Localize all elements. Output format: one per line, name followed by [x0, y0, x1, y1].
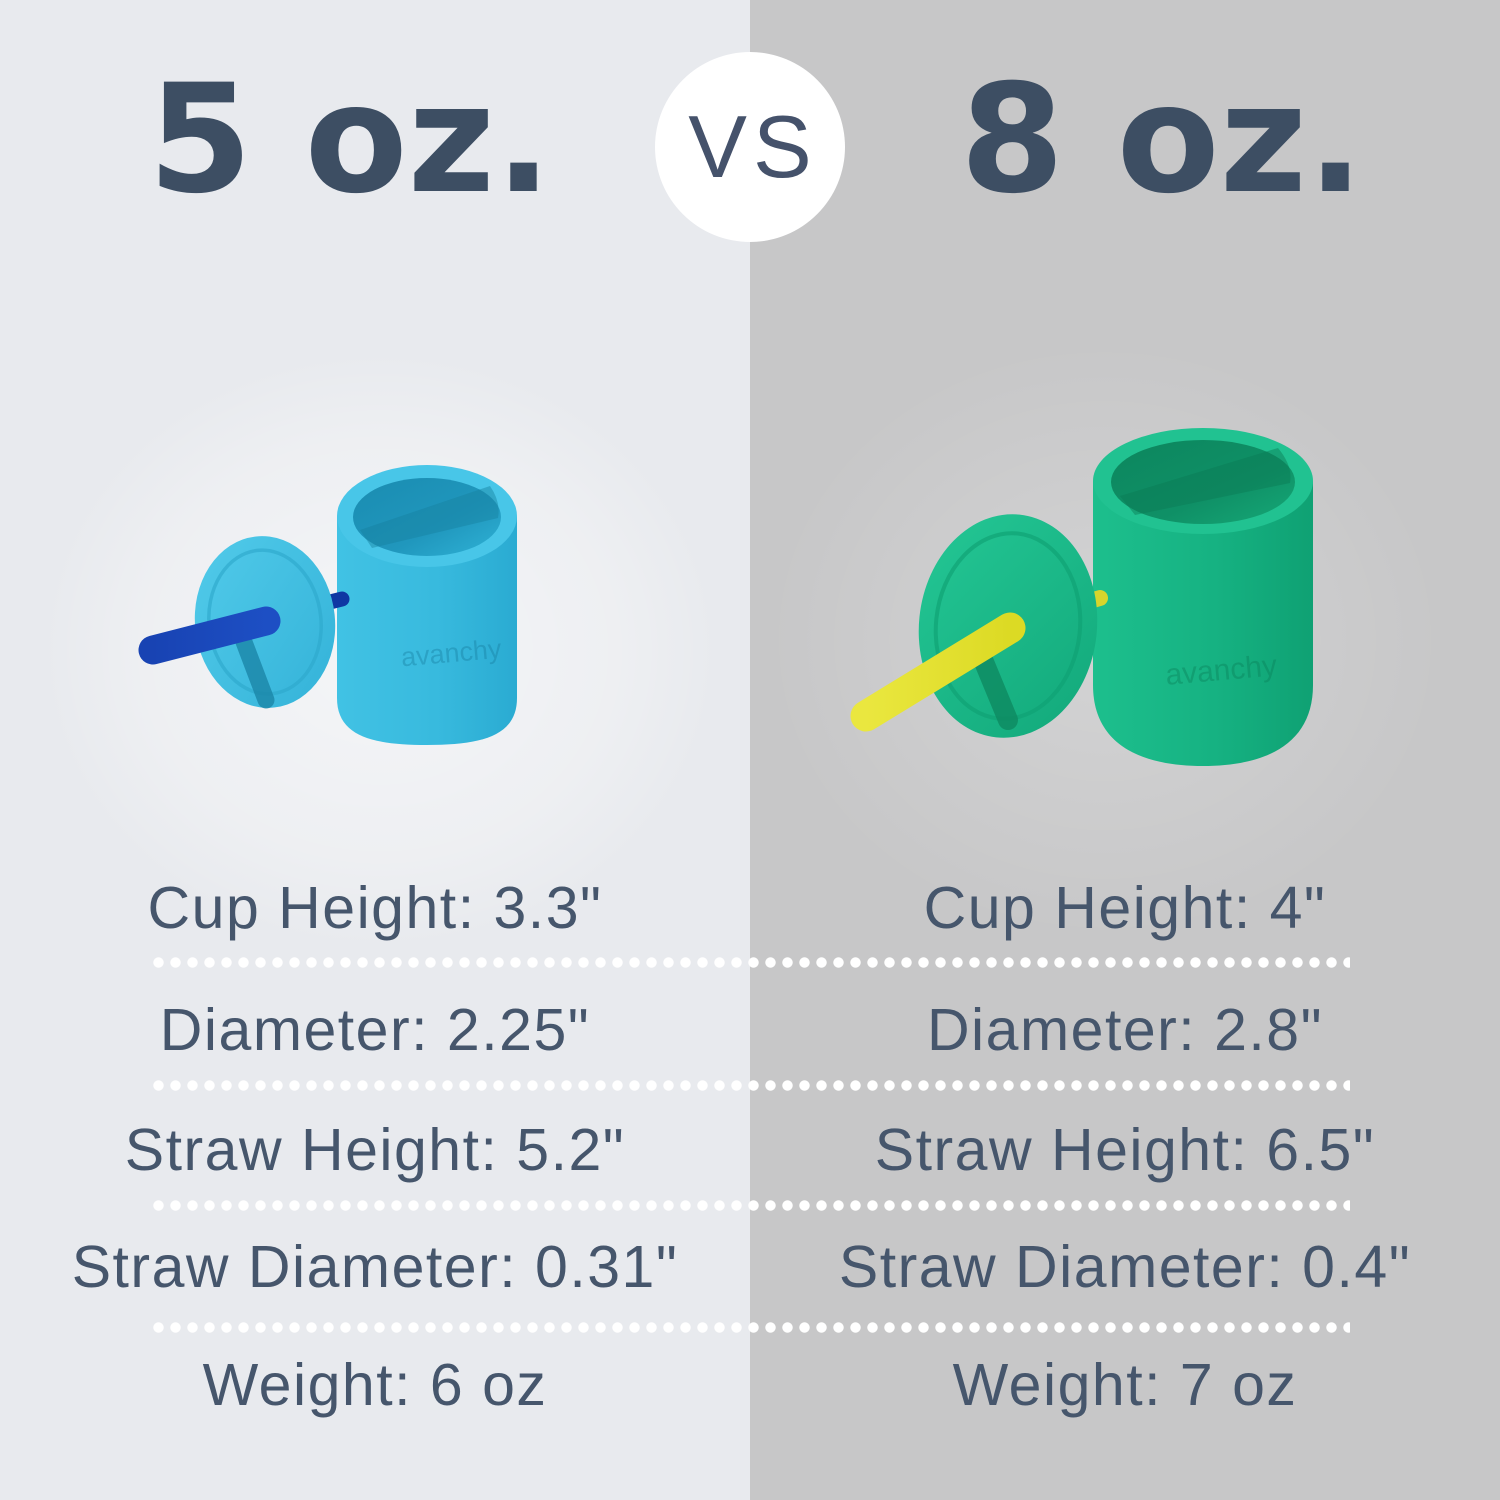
blue-straw-shadow	[235, 633, 275, 709]
green-cup-body	[1093, 481, 1313, 766]
dotted-divider-3	[150, 1200, 1350, 1211]
heading-right-size: 8 oz.	[960, 53, 1364, 227]
heading-left-size: 5 oz.	[148, 53, 552, 227]
spec-row-diameter: Diameter: 2.25" Diameter: 2.8"	[0, 995, 1500, 1065]
green-cup-interior-shade	[1120, 448, 1291, 515]
spec-right-diameter: Diameter: 2.8"	[926, 997, 1324, 1063]
spec-left-straw-height: Straw Height: 5.2"	[124, 1117, 626, 1183]
spec-right-cup-height: Cup Height: 4"	[923, 875, 1327, 941]
blue-cup-product: avanchy	[138, 465, 517, 745]
blue-cup-body	[337, 516, 517, 745]
spec-left-straw-diameter: Straw Diameter: 0.31"	[71, 1234, 679, 1300]
dotted-divider-2	[150, 1080, 1350, 1091]
spec-right-straw-diameter: Straw Diameter: 0.4"	[838, 1234, 1412, 1300]
green-cup-interior	[1111, 440, 1295, 524]
vs-label: VS	[688, 97, 818, 196]
spec-left-diameter: Diameter: 2.25"	[159, 997, 591, 1063]
spec-row-straw-diameter: Straw Diameter: 0.31" Straw Diameter: 0.…	[0, 1232, 1500, 1302]
spec-row-straw-height: Straw Height: 5.2" Straw Height: 6.5"	[0, 1115, 1500, 1185]
spec-row-cup-height: Cup Height: 3.3" Cup Height: 4"	[0, 873, 1500, 943]
spec-row-weight: Weight: 6 oz Weight: 7 oz	[0, 1350, 1500, 1420]
yellow-straw	[850, 612, 1026, 732]
dotted-divider-1	[150, 957, 1350, 968]
blue-straw	[138, 606, 281, 665]
dotted-divider-4	[150, 1322, 1350, 1333]
green-cup-product: avanchy	[850, 428, 1313, 766]
blue-cup-interior	[353, 478, 501, 556]
spec-left-weight: Weight: 6 oz	[202, 1352, 548, 1418]
blue-cup-interior-shade	[360, 486, 499, 548]
spec-right-weight: Weight: 7 oz	[952, 1352, 1298, 1418]
spec-right-straw-height: Straw Height: 6.5"	[874, 1117, 1376, 1183]
spec-left-cup-height: Cup Height: 3.3"	[147, 875, 603, 941]
vs-badge: VS	[655, 52, 845, 242]
yellow-straw-shadow	[974, 652, 1018, 730]
